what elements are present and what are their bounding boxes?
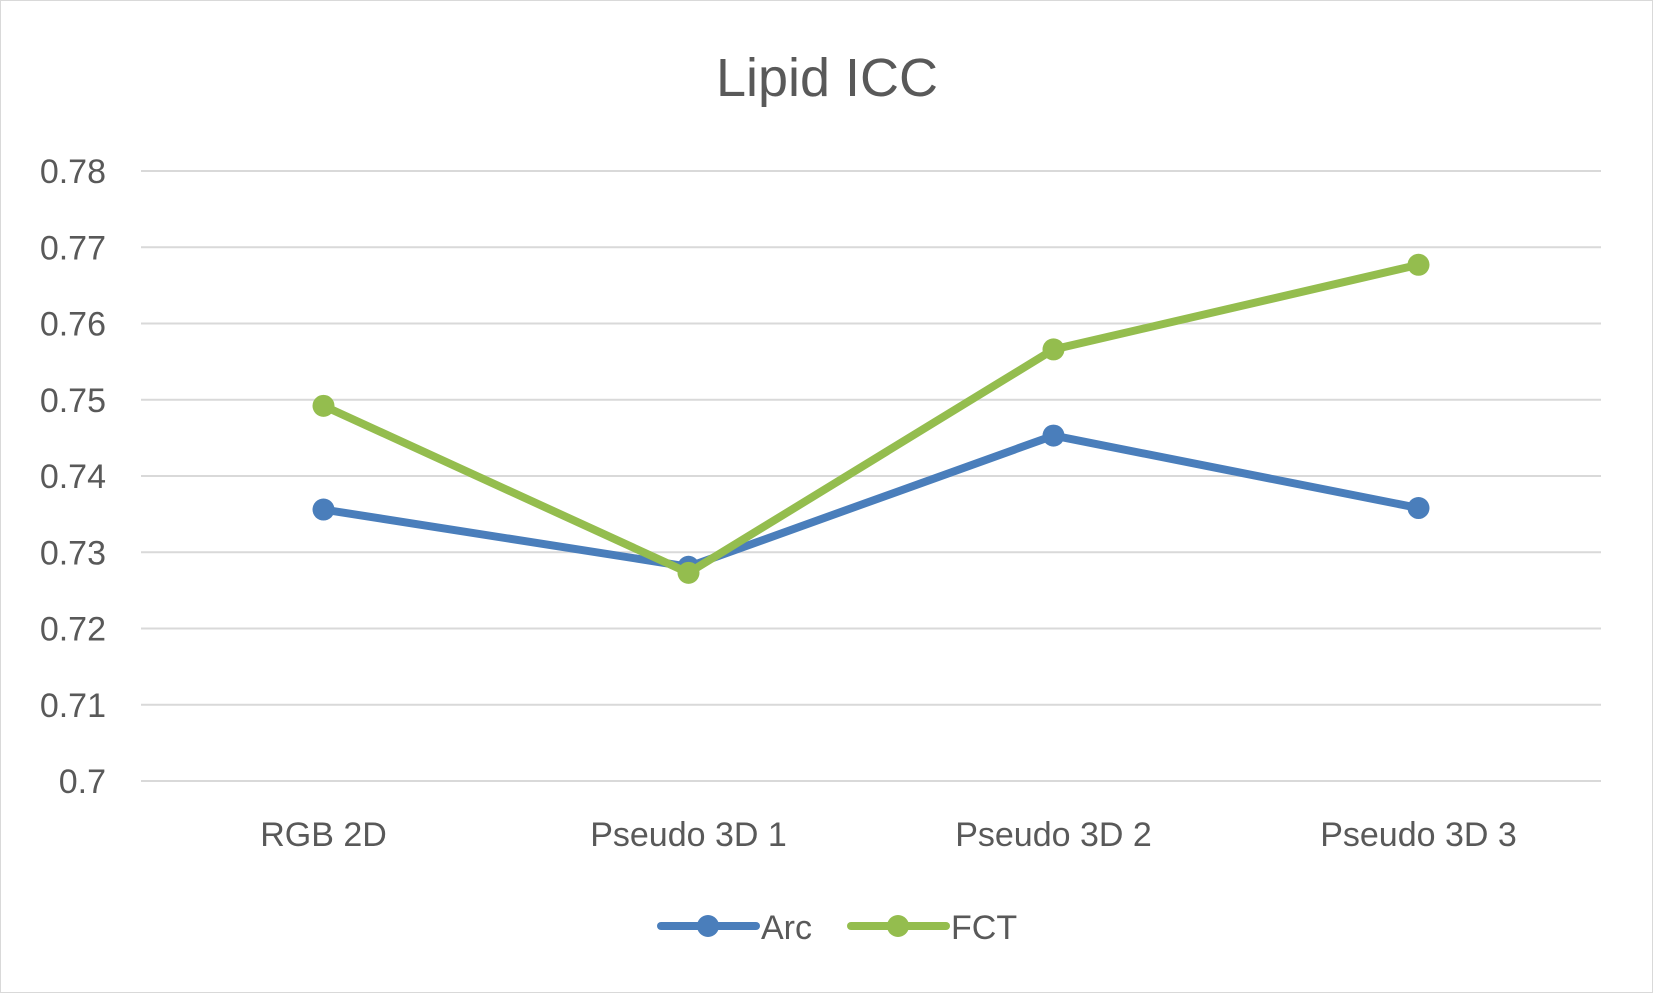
data-point (677, 561, 700, 584)
y-axis-ticks: 0.7 0.71 0.72 0.73 0.74 0.75 0.76 0.77 0.78 (40, 153, 106, 801)
series-line (319, 260, 1423, 577)
x-tick-label: Pseudo 3D 3 (1320, 816, 1517, 854)
series-fct (312, 253, 1430, 584)
data-point (1407, 497, 1430, 520)
data-point (1042, 338, 1065, 361)
chart-title: Lipid ICC (716, 48, 938, 108)
x-tick-label: Pseudo 3D 1 (590, 816, 787, 854)
legend-item-fct: FCT (847, 909, 1017, 947)
series-lines (312, 253, 1430, 584)
legend-item-arc: Arc (657, 909, 812, 947)
x-axis-ticks: RGB 2D Pseudo 3D 1 Pseudo 3D 2 Pseudo 3D 3 (260, 816, 1517, 854)
x-tick-label: Pseudo 3D 2 (955, 816, 1152, 854)
y-tick-label: 0.77 (40, 229, 106, 267)
data-point (1407, 253, 1430, 276)
gridlines (141, 170, 1601, 782)
legend-label: Arc (761, 909, 812, 947)
y-tick-label: 0.78 (40, 153, 106, 191)
legend-label: FCT (951, 909, 1017, 947)
data-point (312, 498, 335, 521)
y-tick-label: 0.73 (40, 534, 106, 572)
data-point (1042, 424, 1065, 447)
y-tick-label: 0.76 (40, 306, 106, 344)
y-tick-label: 0.74 (40, 458, 106, 496)
legend-marker (697, 915, 719, 937)
legend: Arc FCT (657, 909, 1017, 947)
y-tick-label: 0.72 (40, 611, 106, 649)
series-arc (312, 424, 1430, 578)
y-tick-label: 0.75 (40, 382, 106, 420)
x-tick-label: RGB 2D (260, 816, 387, 854)
legend-marker (887, 915, 909, 937)
data-point (312, 394, 335, 417)
series-line (319, 431, 1423, 571)
y-tick-label: 0.7 (59, 763, 106, 801)
y-tick-label: 0.71 (40, 687, 106, 725)
